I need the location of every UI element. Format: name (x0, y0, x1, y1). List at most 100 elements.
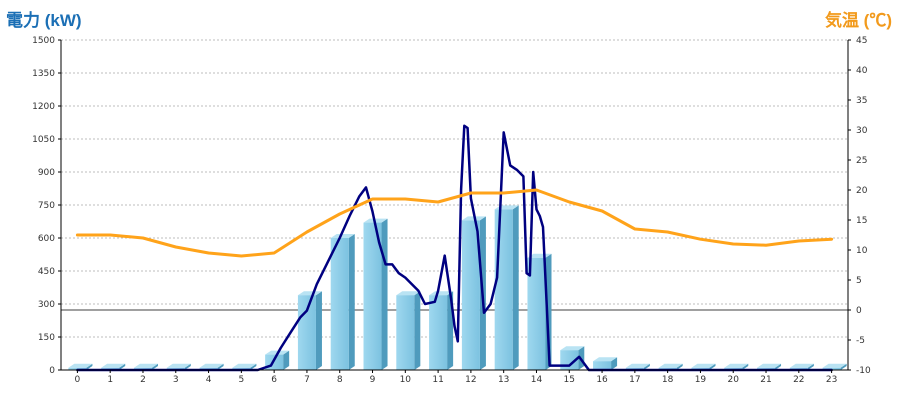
x-tick-label: 8 (337, 375, 343, 385)
right-tick-label: 5 (856, 276, 862, 286)
right-tick-label: 0 (856, 306, 862, 316)
x-tick-label: 14 (531, 375, 543, 385)
power-bar-side (217, 363, 224, 370)
power-bar-side (315, 291, 322, 370)
power-bar-top (133, 363, 158, 368)
power-bar-front (429, 295, 448, 370)
power-bar-front (297, 295, 316, 370)
right-tick-label: -5 (856, 336, 865, 346)
power-bar (593, 357, 618, 370)
power-bar-side (250, 363, 257, 370)
x-tick-label: 4 (206, 375, 212, 385)
power-bar-side (676, 363, 683, 370)
x-tick-label: 20 (728, 375, 740, 385)
power-bar-side (807, 363, 814, 370)
power-bar-top (396, 291, 421, 296)
x-tick-label: 22 (793, 375, 804, 385)
power-bar-top (789, 363, 814, 368)
right-tick-label: 20 (856, 186, 868, 196)
power-bar-top (232, 363, 257, 368)
right-tick-label: 25 (856, 156, 867, 166)
power-bar-side (348, 234, 355, 370)
power-bar-side (119, 363, 126, 370)
power-bar-top (724, 363, 749, 368)
left-axis-title: 電力 (kW) (6, 11, 82, 30)
power-bar-side (512, 205, 519, 370)
temperature-line (75, 188, 834, 258)
power-bar-top (199, 363, 224, 368)
x-tick-label: 11 (432, 375, 443, 385)
power-bar (527, 253, 552, 370)
power-bar-top (560, 346, 585, 351)
x-tick-label: 10 (400, 375, 412, 385)
left-tick-label: 150 (38, 333, 55, 343)
right-tick-label: -10 (856, 366, 871, 376)
power-bar-top (297, 291, 322, 296)
power-bar-side (414, 291, 421, 370)
power-bar-side (381, 218, 388, 370)
x-tick-label: 6 (271, 375, 277, 385)
x-tick-label: 18 (662, 375, 674, 385)
power-bar (330, 234, 355, 370)
x-tick-label: 1 (107, 375, 113, 385)
left-tick-label: 1050 (32, 135, 55, 145)
power-bar (396, 291, 421, 370)
x-tick-label: 13 (498, 375, 509, 385)
power-bar-side (643, 363, 650, 370)
power-bar (461, 216, 486, 370)
power-bar-side (151, 363, 158, 370)
x-tick-label: 16 (596, 375, 608, 385)
x-tick-label: 12 (465, 375, 476, 385)
right-tick-label: 35 (856, 96, 867, 106)
right-tick-label: 40 (856, 66, 868, 76)
right-tick-label: 10 (856, 246, 868, 256)
left-tick-label: 300 (38, 300, 55, 310)
power-bar-front (461, 220, 480, 370)
power-bar-front (363, 222, 382, 370)
left-tick-label: 750 (38, 201, 55, 211)
power-bar-top (330, 234, 355, 238)
power-bar-front (494, 209, 513, 370)
power-bar-side (86, 363, 93, 370)
x-tick-label: 23 (826, 375, 837, 385)
power-bar-side (184, 363, 191, 370)
left-tick-label: 450 (38, 267, 55, 277)
left-tick-label: 600 (38, 234, 55, 244)
left-tick-label: 1350 (32, 69, 55, 79)
right-tick-label: 30 (856, 126, 868, 136)
power-bar-top (166, 363, 191, 368)
x-tick-label: 3 (173, 375, 179, 385)
x-tick-label: 2 (140, 375, 146, 385)
power-bar-side (283, 350, 290, 370)
power-bar-front (396, 295, 415, 370)
power-bar-top (429, 291, 454, 296)
power-bar-top (593, 357, 618, 362)
power-bar-side (840, 363, 847, 370)
power-bar-top (625, 363, 650, 368)
x-tick-label: 15 (564, 375, 575, 385)
power-bar-side (545, 253, 552, 370)
left-tick-label: 0 (49, 366, 55, 376)
power-line (76, 124, 833, 372)
x-tick-label: 21 (760, 375, 771, 385)
right-axis-title: 気温 (℃) (824, 11, 892, 30)
x-tick-label: 9 (370, 375, 376, 385)
left-tick-label: 1200 (32, 102, 55, 112)
left-tick-label: 900 (38, 168, 55, 178)
x-tick-label: 0 (75, 375, 81, 385)
power-bar-front (330, 238, 349, 370)
power-bar (363, 218, 388, 370)
power-bar-side (775, 363, 782, 370)
power-bar-side (611, 357, 618, 370)
power-bar-front (527, 257, 546, 370)
x-tick-label: 19 (695, 375, 707, 385)
power-bar-top (691, 363, 716, 368)
power-bar-side (709, 363, 716, 370)
power-bar-top (68, 363, 93, 368)
x-tick-label: 17 (629, 375, 640, 385)
power-bar-top (822, 363, 847, 368)
right-tick-label: 45 (856, 36, 867, 46)
x-tick-label: 7 (304, 375, 310, 385)
left-tick-label: 1500 (32, 36, 55, 46)
